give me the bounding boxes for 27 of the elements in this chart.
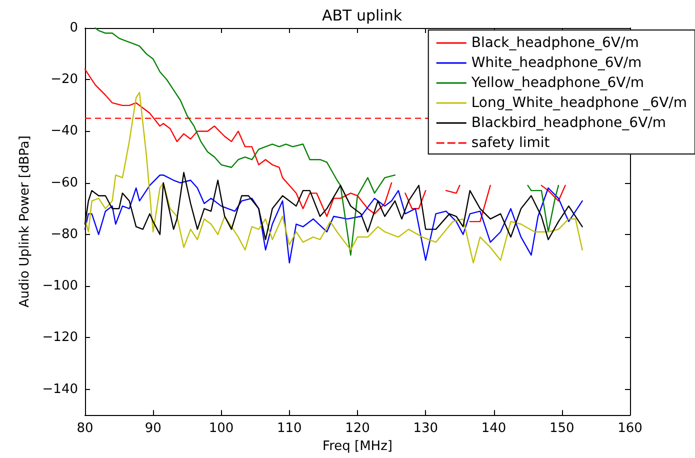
legend-label: White_headphone_6V/m — [471, 55, 642, 71]
y-tick-label: −40 — [50, 124, 78, 139]
x-tick-label: 80 — [76, 421, 94, 436]
x-tick-label: 130 — [413, 421, 438, 436]
y-tick-label: −80 — [50, 226, 78, 242]
x-tick-label: 90 — [144, 421, 162, 436]
y-tick-label: 0 — [70, 20, 78, 36]
y-tick-label: −20 — [50, 72, 78, 88]
legend-label: safety limit — [471, 135, 550, 151]
x-tick-label: 150 — [549, 421, 574, 436]
chart-title: ABT uplink — [322, 6, 402, 24]
legend-label: Long_White_headphone _6V/m — [471, 95, 687, 111]
y-tick-label: −60 — [50, 175, 78, 190]
x-tick-label: 140 — [481, 421, 506, 436]
line-series — [84, 174, 583, 264]
y-axis-title: Audio Uplink Power [dBPa] — [17, 136, 32, 308]
x-tick-label: 100 — [208, 421, 234, 436]
x-tick-label: 160 — [618, 421, 642, 436]
legend-label: Blackbird_headphone_6V/m — [471, 115, 666, 131]
y-tick-label: −100 — [42, 278, 78, 294]
legend-label: Yellow_headphone_6V/m — [470, 75, 644, 91]
x-axis-title: Freq [MHz] — [322, 439, 392, 454]
y-tick-label: −140 — [42, 382, 78, 397]
y-tick-label: −120 — [42, 330, 78, 346]
legend-label: Black_headphone_6V/m — [471, 35, 639, 51]
x-tick-label: 120 — [345, 421, 370, 436]
x-tick-label: 110 — [276, 421, 302, 436]
